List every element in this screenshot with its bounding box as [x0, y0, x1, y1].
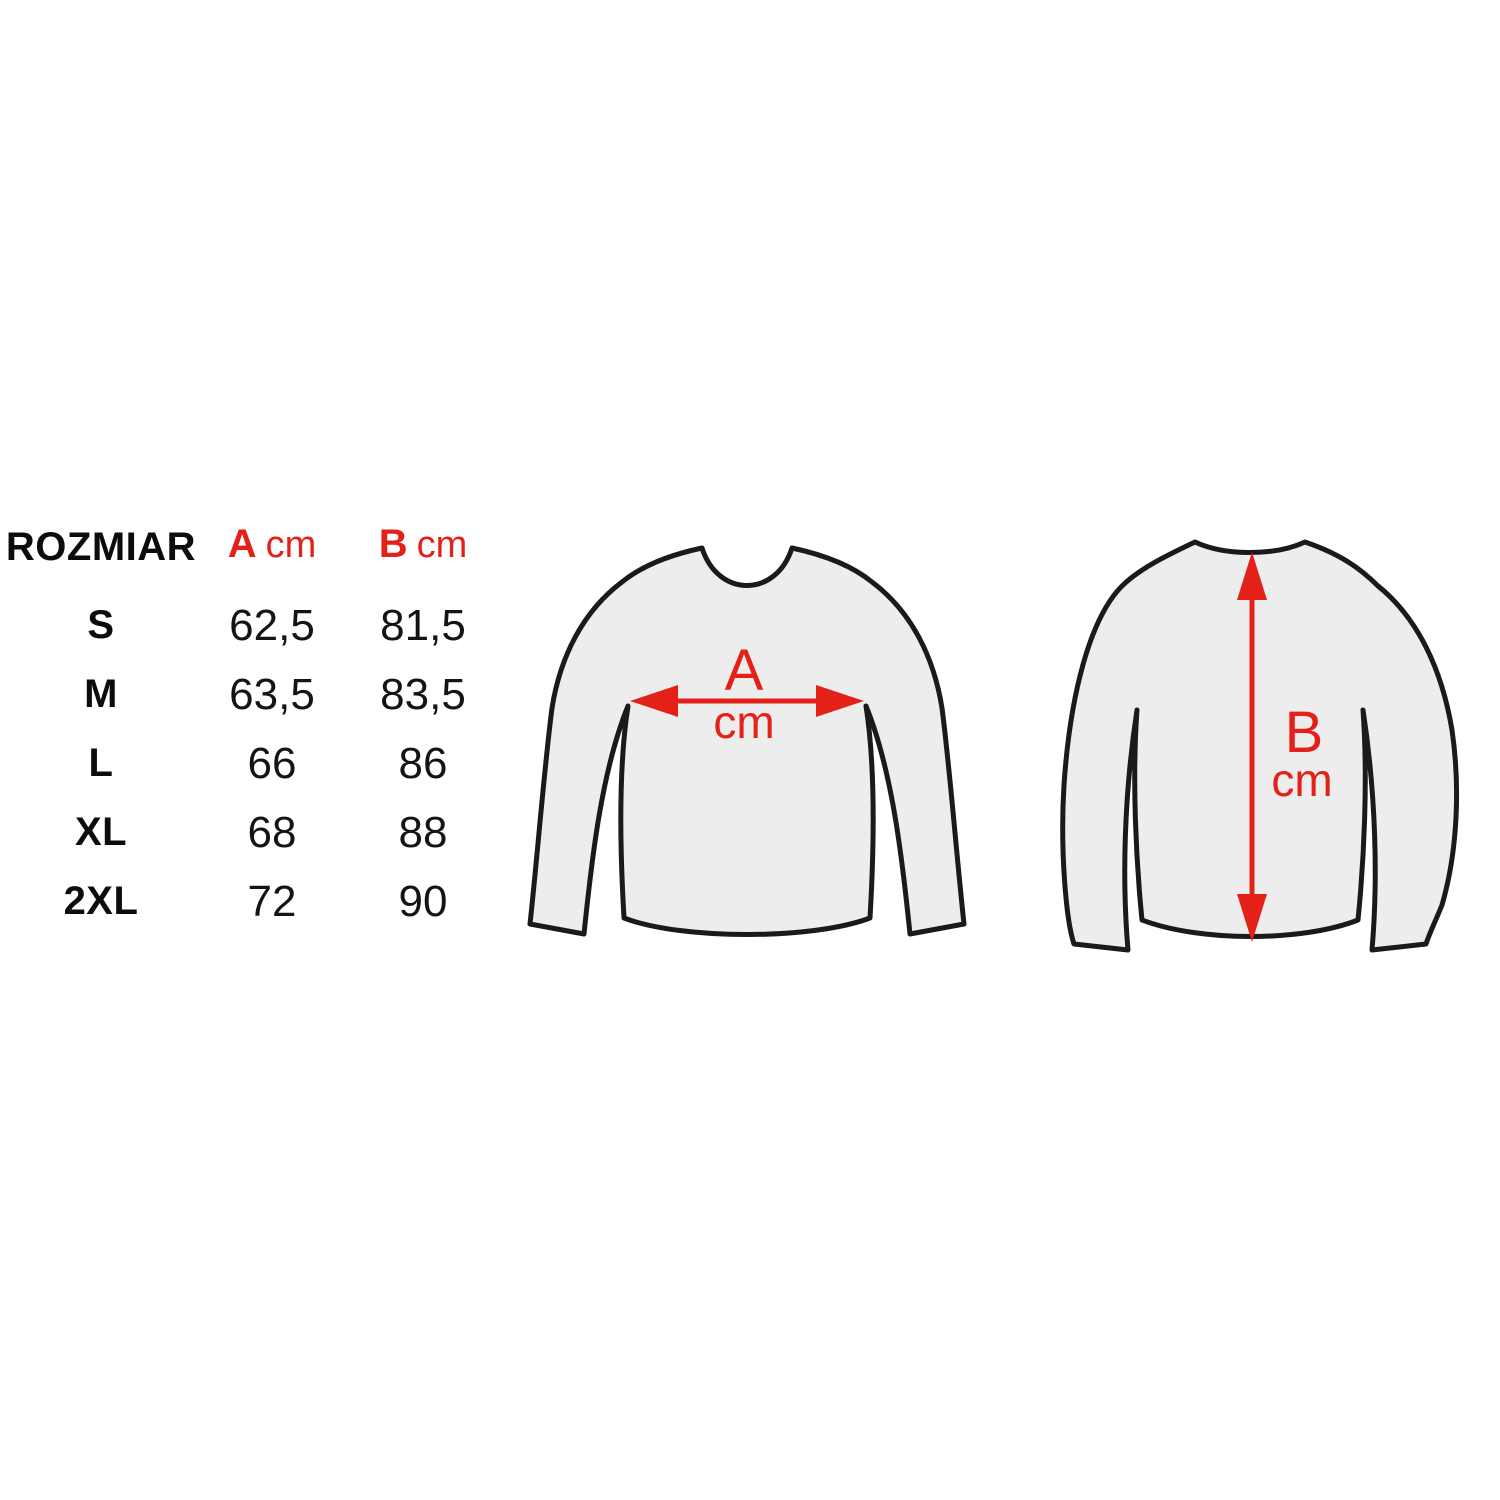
column-header-a: A cm — [197, 522, 347, 572]
b-value: 83,5 — [380, 669, 466, 719]
column-b-unit: cm — [416, 524, 468, 566]
dimension-a-unit: cm — [713, 696, 774, 748]
length-measure-arrow — [1237, 552, 1267, 942]
size-label: 2XL — [63, 879, 139, 923]
column-a-unit: cm — [265, 524, 317, 566]
b-value: 88 — [398, 807, 448, 857]
width-measure-arrow — [630, 685, 864, 717]
dimension-a-letter: A — [725, 638, 764, 703]
arrow-left-head — [630, 685, 678, 717]
b-value: 81,5 — [380, 600, 466, 650]
column-header-size: ROZMIAR — [5, 524, 197, 569]
shirt-front-outline — [527, 545, 967, 937]
column-header-b: B cm — [347, 522, 499, 572]
size-label: L — [88, 741, 114, 785]
size-label: S — [87, 603, 115, 647]
a-value: 66 — [247, 738, 297, 788]
arrow-right-head — [816, 685, 864, 717]
size-label: M — [84, 672, 118, 716]
size-label: XL — [74, 810, 128, 854]
arrow-bottom-head — [1237, 894, 1267, 942]
shirt-back-outline — [1060, 539, 1460, 953]
a-value: 72 — [247, 876, 297, 926]
b-value: 86 — [398, 738, 448, 788]
shirt-front-diagram: A cm — [527, 545, 967, 937]
dimension-b-letter: B — [1285, 700, 1324, 765]
column-a-letter: A — [227, 522, 257, 566]
a-value: 63,5 — [229, 669, 315, 719]
dimension-b-unit: cm — [1271, 754, 1332, 806]
b-value: 90 — [398, 876, 448, 926]
a-value: 68 — [247, 807, 297, 857]
column-b-letter: B — [378, 522, 408, 566]
arrow-top-head — [1237, 552, 1267, 600]
size-table: ROZMIAR A cm B cm S 62,5 81,5 M 63,5 83,… — [5, 522, 499, 936]
a-value: 62,5 — [229, 600, 315, 650]
shirt-back-diagram: B cm — [1060, 539, 1460, 953]
